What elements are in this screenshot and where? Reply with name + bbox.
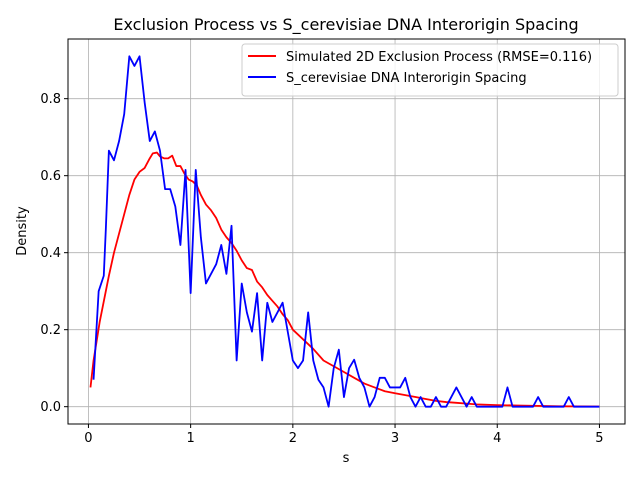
- x-axis-label: s: [343, 451, 350, 466]
- y-tick-label: 0.2: [40, 323, 61, 338]
- y-tick-label: 0.8: [40, 92, 61, 107]
- y-axis-label: Density: [15, 206, 30, 256]
- x-tick-label: 4: [493, 431, 501, 446]
- legend: Simulated 2D Exclusion Process (RMSE=0.1…: [241, 43, 619, 97]
- y-tick-label: 0.6: [40, 169, 61, 184]
- legend-label-simulated: Simulated 2D Exclusion Process (RMSE=0.1…: [286, 50, 592, 65]
- x-tick-label: 5: [595, 431, 603, 446]
- interorigin-spacing-line: [92, 55, 600, 408]
- y-tick-label: 0.0: [40, 400, 61, 415]
- plot-area-frame: [67, 38, 626, 425]
- series-layer: [89, 55, 600, 408]
- chart-title: Exclusion Process vs S_cerevisiae DNA In…: [113, 15, 578, 35]
- x-tick-label: 3: [391, 431, 399, 446]
- axis-ticks: 0 1 2 3 4 5 0.0 0.2 0.4 0.6 0.8: [40, 92, 603, 446]
- grid-lines: [68, 39, 625, 424]
- x-tick-label: 2: [289, 431, 297, 446]
- legend-label-observed: S_cerevisiae DNA Interorigin Spacing: [286, 71, 527, 86]
- x-tick-label: 1: [187, 431, 195, 446]
- y-tick-label: 0.4: [40, 246, 61, 261]
- x-tick-label: 0: [84, 431, 92, 446]
- simulated-exclusion-process-line: [89, 151, 600, 408]
- legend-box: [241, 43, 619, 97]
